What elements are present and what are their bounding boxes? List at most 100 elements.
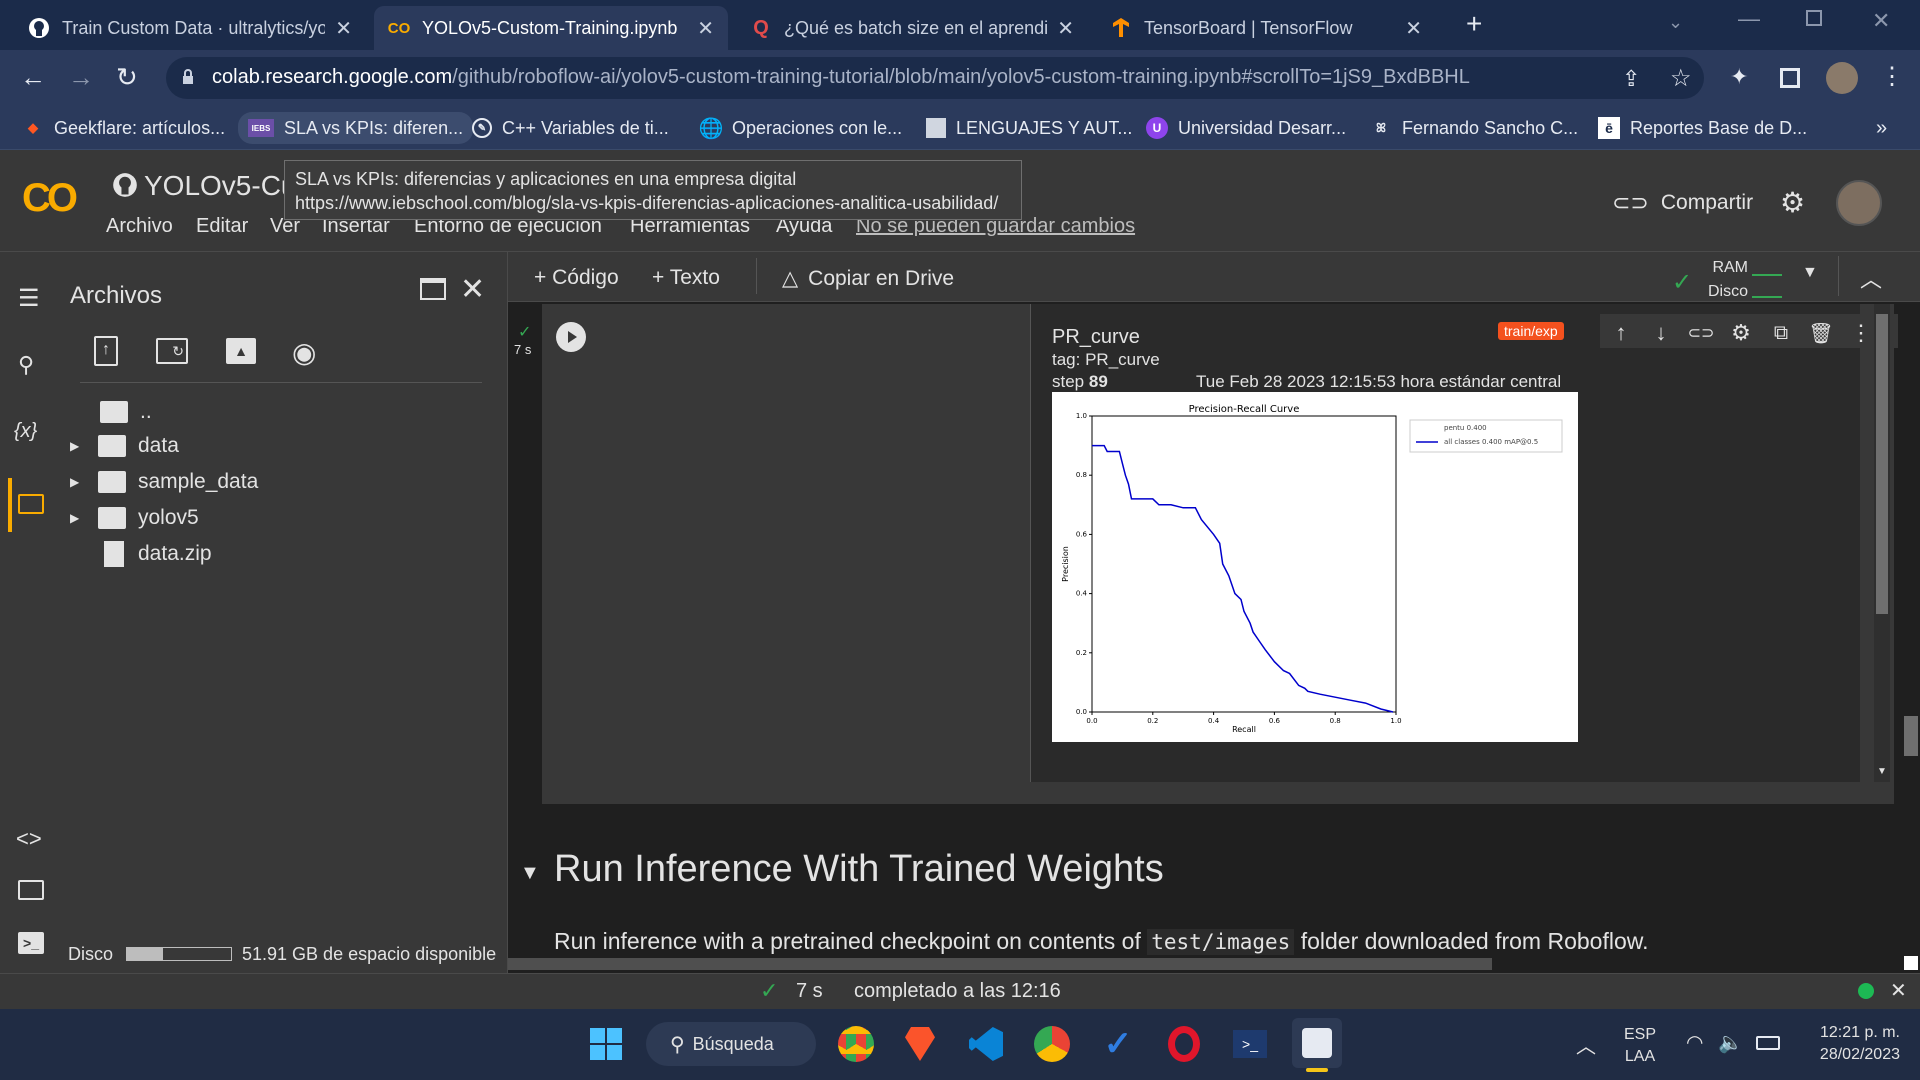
menu-insertar[interactable]: Insertar: [322, 215, 390, 237]
settings-gear-icon[interactable]: ⚙: [1780, 187, 1806, 218]
cell-settings-icon[interactable]: ⚙: [1731, 320, 1751, 345]
colab-logo[interactable]: CO: [22, 176, 78, 220]
side-panel-icon[interactable]: [1780, 68, 1800, 88]
chrome-icon[interactable]: [1030, 1022, 1074, 1066]
tab-batch-size[interactable]: Q ¿Qué es batch size en el aprendiz ✕: [736, 6, 1088, 50]
tree-item-sample-data[interactable]: ▶ sample_data: [70, 466, 258, 498]
taskbar-search[interactable]: ⚲ Búsqueda: [646, 1022, 816, 1066]
refresh-folder-icon[interactable]: ↻: [156, 338, 188, 364]
profile-avatar[interactable]: [1826, 62, 1858, 94]
table-of-contents-icon[interactable]: ☰: [18, 285, 40, 312]
bookmark-sla-kpis[interactable]: IEBS SLA vs KPIs: diferen...: [238, 112, 474, 144]
collapse-section-icon[interactable]: ▼: [520, 862, 540, 884]
address-bar[interactable]: [166, 57, 1704, 99]
close-tab-icon[interactable]: ✕: [335, 17, 352, 40]
move-cell-down-icon[interactable]: ↓: [1655, 320, 1667, 345]
expand-arrow-icon[interactable]: ▶: [70, 439, 80, 453]
close-status-icon[interactable]: ✕: [1890, 980, 1907, 1002]
tab-search-icon[interactable]: ⌄: [1668, 12, 1684, 32]
todo-icon[interactable]: ✓: [1103, 1025, 1133, 1063]
chrome-profile-icon[interactable]: [834, 1022, 878, 1066]
user-avatar[interactable]: [1836, 180, 1882, 226]
run-cell-button[interactable]: [556, 322, 586, 352]
new-tab-button[interactable]: +: [1466, 8, 1483, 39]
minimize-button[interactable]: —: [1738, 6, 1760, 31]
runtime-dropdown-icon[interactable]: ▼: [1802, 264, 1818, 281]
tree-item-data-zip[interactable]: data.zip: [102, 538, 212, 570]
opera-icon[interactable]: [1162, 1022, 1206, 1066]
cannot-save-link[interactable]: No se pueden guardar cambios: [856, 215, 1136, 237]
notebook-title[interactable]: YOLOv5-Cu: [144, 170, 297, 201]
mount-drive-icon[interactable]: ▲: [226, 338, 256, 364]
close-tab-icon[interactable]: ✕: [697, 17, 714, 40]
delete-cell-icon[interactable]: 🗑: [1808, 322, 1834, 345]
variables-icon[interactable]: {x}: [14, 420, 38, 442]
terminal-icon[interactable]: >_: [18, 932, 44, 954]
menu-ver[interactable]: Ver: [270, 215, 301, 237]
tray-overflow-icon[interactable]: ︿: [1576, 1036, 1596, 1058]
bookmark-fernando-sancho[interactable]: ꕤ Fernando Sancho C...: [1370, 112, 1578, 144]
reload-button[interactable]: ↻: [116, 62, 138, 92]
output-scrollbar-thumb[interactable]: [1876, 314, 1888, 614]
bookmark-operaciones[interactable]: 🌐 Operaciones con le...: [699, 112, 903, 144]
tree-item-data[interactable]: ▶ data: [70, 430, 179, 462]
url-text[interactable]: colab.research.google.com/github/roboflo…: [212, 66, 1470, 89]
brave-icon[interactable]: [898, 1022, 942, 1066]
search-icon[interactable]: ⚲: [18, 352, 35, 377]
close-tab-icon[interactable]: ✕: [1057, 17, 1074, 40]
more-actions-icon[interactable]: ⋮: [1850, 320, 1872, 345]
open-in-tab-icon[interactable]: [420, 278, 446, 300]
bookmark-reportes[interactable]: ē Reportes Base de D...: [1598, 112, 1807, 144]
copy-to-drive-button[interactable]: △ Copiar en Drive: [782, 266, 954, 291]
back-button[interactable]: ←: [20, 62, 46, 92]
mirror-cell-icon[interactable]: ⧉: [1773, 321, 1789, 344]
forward-button[interactable]: →: [68, 62, 94, 92]
bookmarks-overflow[interactable]: »: [1876, 116, 1888, 139]
add-code-button[interactable]: + Código: [534, 266, 619, 289]
bookmark-cpp-variables[interactable]: ✎ C++ Variables de ti...: [472, 112, 669, 144]
collapse-header-icon[interactable]: ︿: [1860, 267, 1883, 292]
code-snippets-icon[interactable]: <>: [16, 826, 42, 851]
tab-tensorboard[interactable]: TensorBoard | TensorFlow ✕: [1096, 6, 1436, 50]
menu-archivo[interactable]: Archivo: [106, 215, 173, 237]
terminal-app-icon[interactable]: >_: [1228, 1022, 1272, 1066]
vscode-icon[interactable]: [964, 1022, 1008, 1066]
volume-icon[interactable]: 🔈: [1718, 1032, 1743, 1054]
tree-item-yolov5[interactable]: ▶ yolov5: [70, 502, 199, 534]
share-page-icon[interactable]: ⇪: [1622, 66, 1641, 91]
horizontal-scrollbar[interactable]: [508, 958, 1492, 970]
menu-ayuda[interactable]: Ayuda: [776, 215, 833, 237]
bookmark-geekflare[interactable]: ◆ Geekflare: artículos...: [22, 112, 225, 144]
add-text-button[interactable]: + Texto: [652, 266, 720, 289]
close-tab-icon[interactable]: ✕: [1405, 17, 1422, 40]
share-button[interactable]: ⊂⊃ Compartir: [1612, 190, 1753, 216]
hidden-files-icon[interactable]: ◉: [292, 337, 317, 368]
menu-editar[interactable]: Editar: [196, 215, 249, 237]
expand-arrow-icon[interactable]: ▶: [70, 475, 80, 489]
restore-button[interactable]: [1806, 10, 1822, 26]
bookmark-lenguajes[interactable]: LENGUAJES Y AUT...: [926, 112, 1132, 144]
menu-herramientas[interactable]: Herramientas: [630, 215, 751, 237]
close-panel-icon[interactable]: ✕: [460, 273, 486, 306]
system-clock[interactable]: 12:21 p. m. 28/02/2023: [1792, 1022, 1900, 1066]
bookmark-universidad[interactable]: U Universidad Desarr...: [1146, 112, 1346, 144]
menu-entorno[interactable]: Entorno de ejecución: [414, 215, 602, 237]
move-cell-up-icon[interactable]: ↑: [1615, 320, 1627, 345]
output-scrollbar-track[interactable]: ▼: [1874, 304, 1890, 782]
tab-train-custom-data[interactable]: Train Custom Data · ultralytics/yo ✕: [14, 6, 366, 50]
command-palette-icon[interactable]: [18, 880, 44, 900]
expand-arrow-icon[interactable]: ▶: [70, 511, 80, 525]
close-window-button[interactable]: ✕: [1872, 8, 1891, 33]
wifi-icon[interactable]: ◠: [1686, 1032, 1704, 1054]
language-indicator[interactable]: ESP LAA: [1624, 1024, 1656, 1068]
tree-parent-folder[interactable]: ..: [100, 396, 152, 428]
browser-menu-icon[interactable]: ⋮: [1880, 63, 1904, 90]
windows-start-icon[interactable]: [584, 1022, 628, 1066]
bookmark-star-icon[interactable]: ☆: [1670, 65, 1692, 92]
extensions-icon[interactable]: ✦: [1730, 64, 1749, 89]
snipping-tool-icon[interactable]: [1292, 1018, 1342, 1068]
resources-indicator[interactable]: RAM Disco: [1708, 256, 1748, 304]
files-folder-icon[interactable]: [18, 494, 44, 514]
page-scrollbar-thumb[interactable]: [1904, 716, 1918, 756]
upload-file-icon[interactable]: ↑: [94, 336, 118, 366]
